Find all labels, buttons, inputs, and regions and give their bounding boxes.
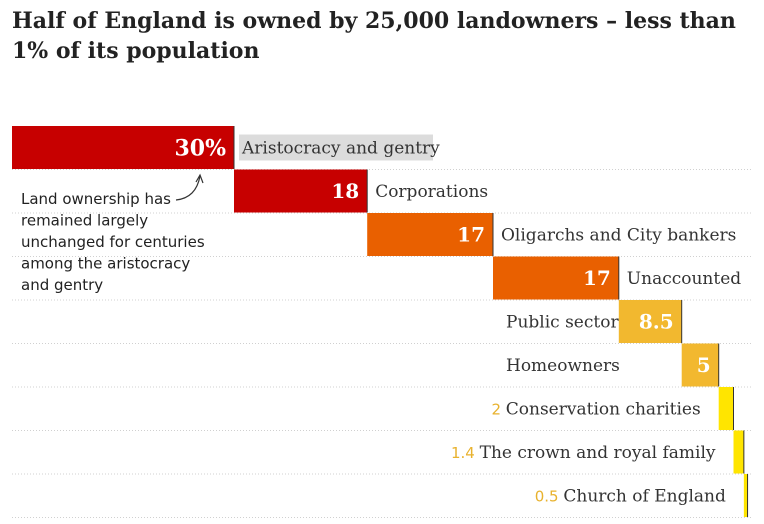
bar-segment xyxy=(743,474,748,517)
data-label: 0.5 xyxy=(535,488,564,506)
category-label: Homeowners xyxy=(506,356,620,376)
annotation-line: among the aristocracy xyxy=(21,255,190,273)
category-label: Oligarchs and City bankers xyxy=(501,226,736,246)
bar-segment xyxy=(733,430,744,474)
annotation-line: remained largely xyxy=(21,212,148,230)
data-label: 17 xyxy=(583,266,611,290)
category-label: Corporations xyxy=(375,182,488,202)
data-label: 1.4 xyxy=(451,444,480,462)
bar-segment xyxy=(12,126,234,169)
category-label: Aristocracy and gentry xyxy=(241,139,440,159)
label-highlight xyxy=(239,134,433,161)
annotation-line: Land ownership has xyxy=(21,190,171,208)
data-label: 8.5 xyxy=(639,310,674,334)
annotation-line: and gentry xyxy=(21,276,103,294)
annotation-arrow xyxy=(175,175,201,201)
bar-segment xyxy=(718,387,734,430)
category-name: Church of England xyxy=(563,487,726,507)
bar-segment xyxy=(367,213,493,256)
category-label: Unaccounted xyxy=(627,269,741,289)
category-name: The crown and royal family xyxy=(480,443,716,463)
category-label: 0.5 Church of England xyxy=(535,487,726,507)
data-label: 30% xyxy=(174,135,226,161)
annotation: Land ownership has remained largely unchan… xyxy=(21,190,205,294)
category-label: Public sector xyxy=(506,313,619,333)
data-label: 17 xyxy=(457,223,485,247)
annotation-line: unchanged for centuries xyxy=(21,233,205,251)
bar-segment xyxy=(681,343,719,387)
annotation-arrowhead xyxy=(195,173,204,184)
category-name: Conservation charities xyxy=(506,400,701,420)
bar-segment xyxy=(234,169,368,213)
category-label: 1.4 The crown and royal family xyxy=(451,443,716,463)
category-label: 2 Conservation charities xyxy=(491,400,700,420)
bar-segment xyxy=(618,300,682,343)
data-label: 5 xyxy=(697,353,711,377)
bar-segment xyxy=(493,256,619,300)
data-label: 2 xyxy=(491,401,505,419)
data-label: 18 xyxy=(331,179,359,203)
chart-title: Half of England is owned by 25,000 lando… xyxy=(12,8,736,64)
